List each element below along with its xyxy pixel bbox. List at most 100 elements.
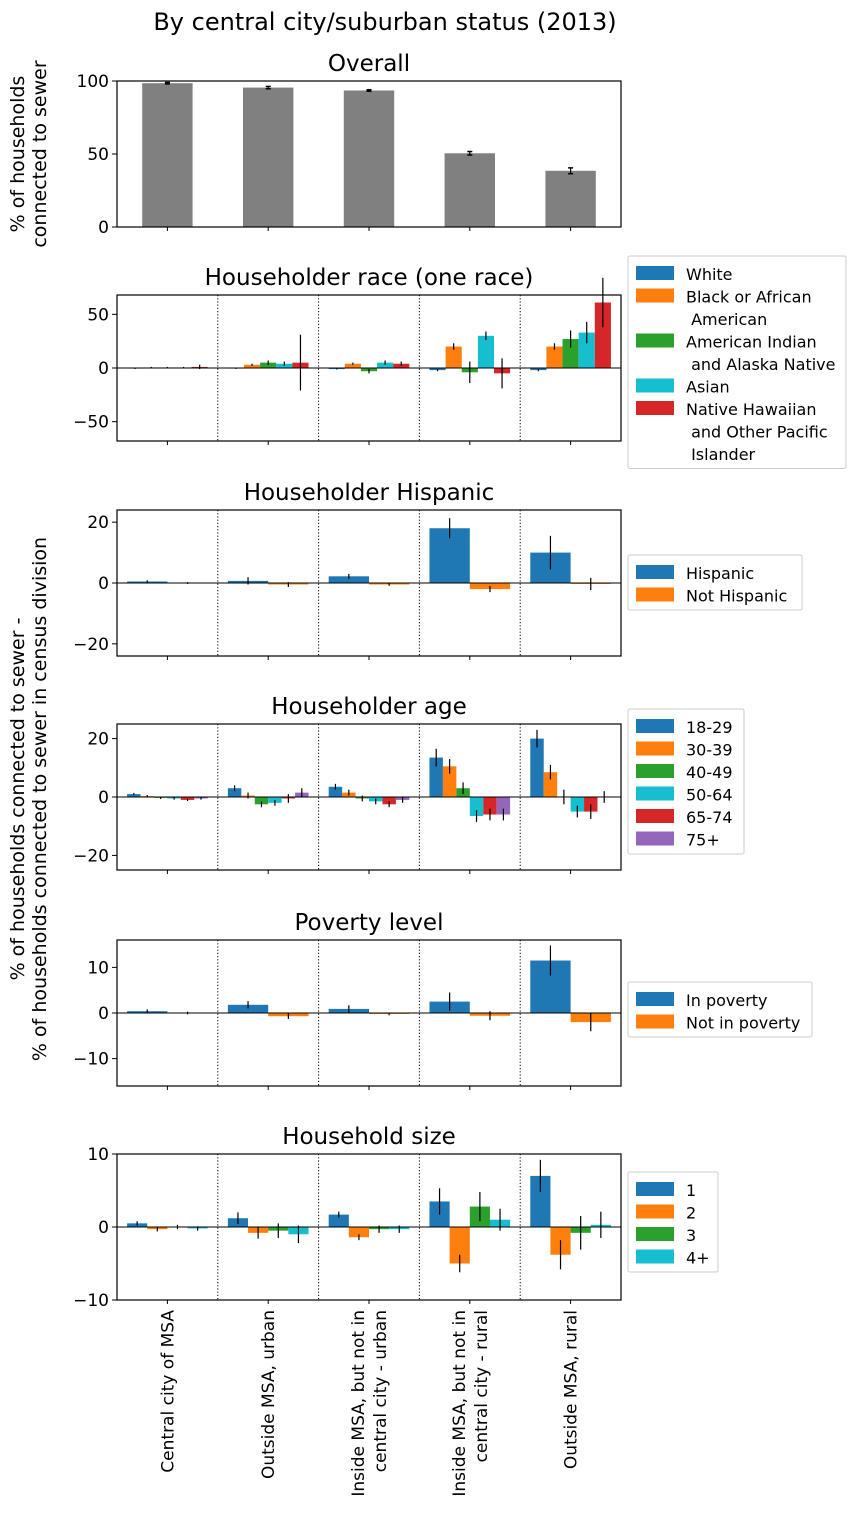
category-label: Outside MSA, urban xyxy=(259,1310,279,1479)
y-tick-label: 0 xyxy=(98,1218,109,1238)
bar xyxy=(530,1175,551,1227)
legend-label: American Indian xyxy=(686,333,817,352)
y-tick-label: 50 xyxy=(87,145,109,165)
legend: White Black or African American American I… xyxy=(627,255,847,469)
legend-swatch xyxy=(636,992,674,1006)
bar xyxy=(445,346,462,368)
bar xyxy=(543,772,558,797)
bar xyxy=(469,583,511,590)
panel-6: −10 0 10 Household size 1 2 3 4+ xyxy=(73,1124,719,1311)
legend-swatch xyxy=(636,1014,674,1029)
bar xyxy=(343,90,395,228)
bar xyxy=(344,363,361,368)
legend: 18-29 30-39 40-49 50-64 65-74 75+ xyxy=(627,708,745,855)
panel-title: Householder race (one race) xyxy=(205,265,534,291)
legend-swatch xyxy=(636,565,674,579)
bar xyxy=(328,1214,349,1227)
panel-2: −50 0 50 Householder race (one race) White Bl… xyxy=(73,255,847,469)
bar xyxy=(483,797,497,815)
bar xyxy=(578,332,595,368)
panel-1: 0 50 100 Overall xyxy=(77,51,622,238)
y-tick-label: 50 xyxy=(87,305,109,325)
y-axis-label-line: % of households connected to sewer in ce… xyxy=(29,537,51,1061)
legend-label: American xyxy=(686,310,767,329)
panel-title: Householder Hispanic xyxy=(244,480,495,506)
y-tick-label: −50 xyxy=(73,413,109,433)
legend: Hispanic Not Hispanic xyxy=(627,554,803,611)
bar xyxy=(496,797,511,815)
legend-label: 40-49 xyxy=(686,763,733,782)
legend-swatch xyxy=(636,1204,674,1219)
bar xyxy=(545,170,596,227)
legend-swatch xyxy=(636,1249,674,1264)
legend-label: Islander xyxy=(686,445,756,464)
panel-title: Householder age xyxy=(271,694,466,720)
panel-3: −20 0 20 Householder Hispanic Hispanic Not Hi… xyxy=(73,480,803,660)
legend-label: Hispanic xyxy=(686,564,754,583)
bar xyxy=(243,87,294,227)
bar xyxy=(127,794,141,797)
panel-4: −20 0 20 Householder age 18-29 30-39 40-49 50-6… xyxy=(73,694,745,874)
category-label: Central city of MSA xyxy=(158,1310,178,1473)
legend-swatch xyxy=(636,587,674,602)
y-tick-label: 20 xyxy=(87,730,109,750)
legend: 1 2 3 4+ xyxy=(627,1171,719,1273)
y-tick-label: 10 xyxy=(87,1145,109,1165)
legend-swatch xyxy=(636,719,674,733)
legend-swatch xyxy=(636,764,674,778)
bar xyxy=(254,797,269,805)
legend-swatch xyxy=(636,333,674,348)
bar xyxy=(562,339,579,368)
y-axis-label-difference: % of households connected to sewer -% of… xyxy=(7,537,51,1061)
legend-label: Asian xyxy=(686,378,730,397)
legend-label: Not Hispanic xyxy=(686,587,787,606)
legend-label: 65-74 xyxy=(686,808,733,827)
category-label: Outside MSA, rural xyxy=(562,1310,582,1469)
legend-swatch xyxy=(636,288,674,303)
y-tick-label: 0 xyxy=(98,788,109,808)
y-tick-label: −20 xyxy=(73,635,109,655)
legend-swatch xyxy=(636,831,674,846)
bar xyxy=(469,797,484,816)
legend-label: White xyxy=(686,265,733,284)
legend-label: 50-64 xyxy=(686,786,733,805)
legend-label: 30-39 xyxy=(686,741,733,760)
category-label: Inside MSA, but not in xyxy=(450,1310,470,1497)
bar xyxy=(429,757,443,797)
legend-swatch xyxy=(636,1182,674,1196)
legend-swatch xyxy=(636,786,674,801)
panel-title: Overall xyxy=(328,51,410,77)
legend-label: 2 xyxy=(686,1204,696,1223)
y-tick-label: 0 xyxy=(98,359,109,379)
legend-swatch xyxy=(636,378,674,393)
bar xyxy=(546,346,563,368)
legend-swatch xyxy=(636,809,674,823)
bar xyxy=(444,153,495,227)
legend-label: Not in poverty xyxy=(686,1014,800,1033)
bar xyxy=(449,1227,470,1264)
y-axis-label-overall: % of householdsconnected to sewer xyxy=(7,60,51,247)
legend-frame xyxy=(627,1171,719,1273)
legend-label: 18-29 xyxy=(686,718,733,737)
bar xyxy=(142,83,193,227)
legend-label: Black or African xyxy=(686,288,812,307)
bar xyxy=(244,364,261,368)
y-tick-label: 0 xyxy=(98,218,109,238)
legend-label: and Other Pacific xyxy=(686,423,828,442)
legend-label: 3 xyxy=(686,1226,696,1245)
y-tick-label: 0 xyxy=(98,574,109,594)
bar xyxy=(260,362,277,368)
legend-frame xyxy=(627,255,847,469)
y-axis-label-line: connected to sewer xyxy=(29,60,51,247)
y-tick-label: 10 xyxy=(87,958,109,978)
y-tick-label: −10 xyxy=(73,1050,109,1070)
y-tick-label: 20 xyxy=(87,513,109,533)
bar xyxy=(594,302,611,368)
y-tick-label: −20 xyxy=(73,846,109,866)
figure-title: By central city/suburban status (2013) xyxy=(153,8,616,36)
bar xyxy=(328,576,369,583)
bar xyxy=(328,786,343,797)
legend-swatch xyxy=(636,741,674,756)
legend-label: 4+ xyxy=(686,1249,710,1268)
